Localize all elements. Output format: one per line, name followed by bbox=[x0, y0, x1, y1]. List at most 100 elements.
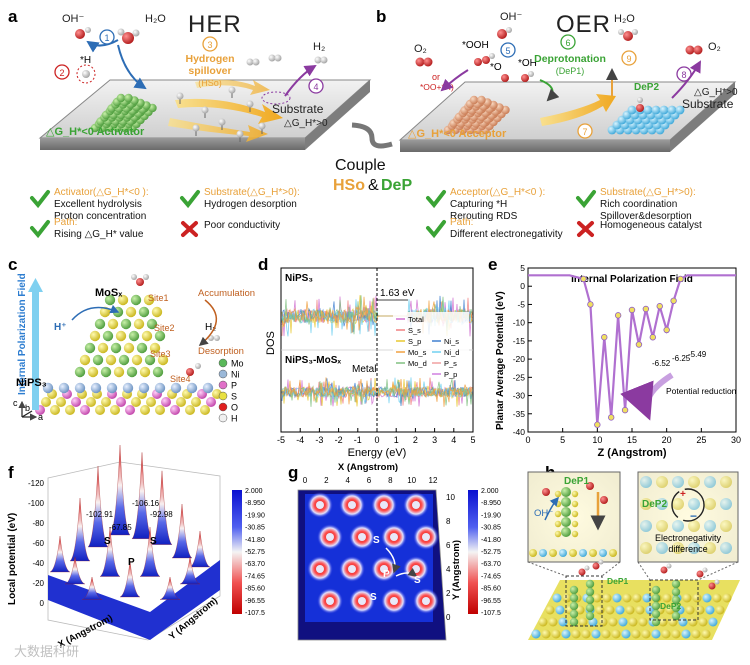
acceptor-cluster bbox=[443, 95, 510, 135]
colorbar-f-ticks: 2.000 -8.950 -19.90 -30.85 -41.80 -52.75 -63.7… bbox=[245, 488, 265, 617]
panel-c-letter: c bbox=[8, 255, 17, 274]
panel-g: g X (Angstrom) 0 2 4 6 8 10 12 S P S S 1086420… bbox=[288, 462, 501, 641]
h-atom bbox=[131, 274, 137, 280]
legend-label: Mo bbox=[231, 359, 244, 369]
tick-label: -100 bbox=[28, 499, 45, 508]
couple-connector bbox=[351, 122, 393, 149]
tick-label: 3 bbox=[432, 435, 437, 445]
base-atom bbox=[579, 549, 587, 557]
mosx-atom bbox=[123, 342, 135, 354]
hydrogen-atom bbox=[236, 130, 244, 138]
couple-amp: & bbox=[368, 177, 379, 194]
slab-atom bbox=[541, 629, 551, 639]
substrate-atom bbox=[659, 105, 669, 115]
mo-column-atom bbox=[585, 611, 595, 621]
legend-label: P bbox=[231, 381, 237, 391]
o-atom bbox=[708, 582, 716, 590]
tick-label: 6 bbox=[446, 541, 451, 550]
note-line: Poor conductivity bbox=[204, 220, 280, 231]
oer-o: *O bbox=[490, 62, 502, 73]
nips3-atom bbox=[131, 397, 141, 407]
desorption-arrow bbox=[284, 64, 317, 97]
colorbar-label: -30.85 bbox=[481, 525, 501, 532]
inset-atoms bbox=[529, 476, 732, 557]
h-atom bbox=[702, 567, 708, 573]
site1: Site1 bbox=[148, 293, 169, 303]
mosx-atom bbox=[144, 354, 156, 366]
potential-point bbox=[656, 303, 663, 310]
svg-text:c: c bbox=[13, 398, 18, 408]
s-atom bbox=[554, 530, 562, 538]
slab-atom bbox=[685, 605, 695, 615]
colorbar-g-ticks: 2.000 -8.950 -19.90 -30.85 -41.80 -52.75 -63.7… bbox=[481, 488, 501, 617]
svg-text:6: 6 bbox=[565, 38, 570, 48]
mosx-atom bbox=[138, 306, 150, 318]
legend-label: Ni_s bbox=[444, 337, 459, 346]
reduction-arrow bbox=[620, 372, 674, 421]
mo-column-atom bbox=[585, 595, 595, 605]
nips3-label: NiPS₃ bbox=[16, 377, 47, 389]
tick-label: 10 bbox=[592, 435, 602, 445]
lattice-atom bbox=[688, 542, 700, 554]
mosx-atom bbox=[99, 306, 111, 318]
step-6-badge bbox=[560, 34, 576, 50]
svg-text:9: 9 bbox=[626, 54, 631, 64]
mosx-atom bbox=[130, 294, 142, 306]
tick-label: 4 bbox=[451, 435, 456, 445]
her-plate-edge bbox=[40, 138, 305, 150]
potential-spike bbox=[159, 576, 181, 600]
f-val-1: -102.91 bbox=[86, 510, 114, 519]
h-oh: OH⁻ bbox=[534, 508, 553, 519]
nips3-atom bbox=[206, 397, 216, 407]
tick-label: -40 bbox=[32, 559, 44, 568]
tick-label: 2 bbox=[446, 589, 451, 598]
ni-atom bbox=[138, 382, 150, 394]
nips3-atom bbox=[50, 405, 60, 415]
tick-label: 20 bbox=[662, 435, 672, 445]
tick-label: -1 bbox=[354, 435, 362, 445]
potential-curve bbox=[528, 274, 736, 428]
hydrogen-atoms bbox=[176, 86, 266, 142]
svg-text:5: 5 bbox=[505, 46, 510, 56]
slab-atom bbox=[712, 593, 722, 603]
svg-text:+: + bbox=[680, 489, 686, 500]
svg-text:−: − bbox=[690, 509, 697, 523]
couple-word: Couple bbox=[335, 157, 386, 174]
oer-oh: OH⁻ bbox=[500, 11, 523, 23]
tick-label: 30 bbox=[731, 435, 741, 445]
mosx-atom bbox=[110, 342, 122, 354]
colorbar-label: -74.65 bbox=[245, 573, 265, 580]
slab-atom bbox=[538, 617, 548, 627]
nips3-atom bbox=[116, 397, 126, 407]
check-icon bbox=[426, 220, 446, 239]
lattice-atom bbox=[640, 498, 652, 510]
dos-gap-label: 1.63 eV bbox=[380, 288, 415, 299]
mo-column-atom bbox=[585, 603, 595, 613]
legend-label: H bbox=[231, 414, 238, 424]
mosx-atom bbox=[141, 330, 153, 342]
slab-atom bbox=[618, 617, 628, 627]
o-atom bbox=[578, 568, 586, 576]
hydrogen-atom bbox=[246, 100, 254, 108]
lattice-atom bbox=[720, 476, 732, 488]
slab-atom bbox=[578, 617, 588, 627]
f-val-2: -106.16 bbox=[132, 499, 160, 508]
nips3-atom bbox=[65, 405, 75, 415]
step-4-badge bbox=[308, 78, 324, 94]
oer-or-1: or bbox=[432, 72, 440, 82]
step-7-badge bbox=[577, 123, 593, 139]
tick-label: 5 bbox=[520, 263, 525, 273]
slab-atom bbox=[621, 629, 631, 639]
mosx-atom bbox=[92, 354, 104, 366]
potential-spike bbox=[69, 497, 91, 562]
tick-label: 10 bbox=[407, 476, 416, 485]
base-atom bbox=[539, 549, 547, 557]
slab-atom bbox=[698, 617, 708, 627]
mo-column-atom bbox=[569, 609, 579, 619]
mo-atom bbox=[561, 497, 571, 507]
mo-column-atom bbox=[569, 617, 579, 627]
s-atom bbox=[554, 490, 562, 498]
check-icon bbox=[180, 190, 200, 209]
slab-atom bbox=[632, 593, 642, 603]
atom-marker bbox=[316, 501, 324, 509]
